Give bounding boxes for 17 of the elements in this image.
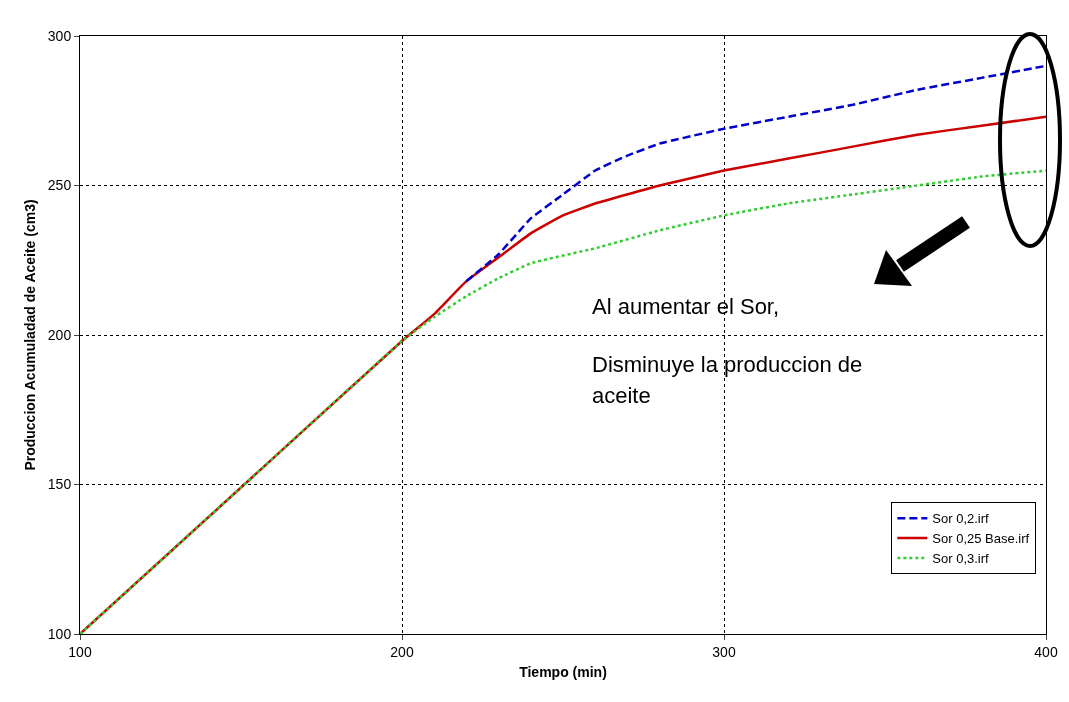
annotation: Al aumentar el Sor, [592,293,781,321]
line-series [465,64,1046,283]
y-tick-label: 150 [47,476,72,493]
annotation: Disminuye la produccion de aceite [592,351,864,410]
x-tick-label: 100 [68,643,92,660]
x-axis-title: Tiempo (min) [519,664,607,681]
x-tick-label: 200 [390,643,414,660]
x-tick-label: 400 [1034,643,1058,660]
legend-label: Sor 0,25 Base.irf [932,531,1030,547]
y-tick-label: 300 [47,27,72,44]
legend-label: Sor 0,3.irf [932,551,990,567]
legend-label: Sor 0,2.irf [932,511,990,527]
y-tick-label: 200 [47,326,72,343]
y-axis-title: Produccion Acumuladad de Aceite (cm3) [22,199,39,471]
x-tick-label: 300 [712,643,736,660]
y-tick-label: 100 [47,625,72,642]
y-tick-label: 250 [47,177,72,194]
